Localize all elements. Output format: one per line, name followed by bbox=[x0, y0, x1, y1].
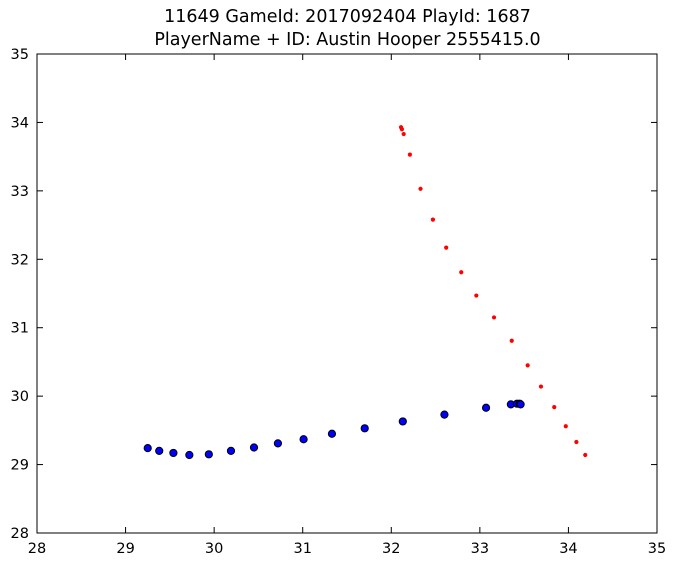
y-tick-label: 29 bbox=[11, 458, 29, 474]
data-point bbox=[273, 439, 283, 448]
data-point bbox=[399, 127, 405, 132]
data-point bbox=[155, 446, 164, 455]
data-point bbox=[398, 417, 407, 426]
data-point bbox=[525, 363, 530, 368]
axes-frame bbox=[36, 53, 658, 534]
data-point bbox=[430, 217, 436, 222]
data-point bbox=[563, 424, 568, 429]
y-tick-label: 33 bbox=[11, 184, 29, 200]
data-point bbox=[509, 338, 514, 343]
data-point bbox=[143, 444, 152, 453]
x-tick-label: 31 bbox=[293, 541, 311, 557]
data-point bbox=[418, 186, 423, 191]
series-0 bbox=[398, 125, 588, 458]
data-point bbox=[538, 384, 544, 389]
data-point bbox=[226, 446, 236, 455]
y-tick-label: 35 bbox=[11, 47, 29, 63]
y-tick-label: 31 bbox=[11, 321, 29, 337]
data-point bbox=[360, 424, 369, 433]
y-tick-label: 28 bbox=[11, 526, 29, 542]
data-point bbox=[459, 270, 464, 275]
data-point bbox=[249, 443, 259, 452]
data-point bbox=[583, 452, 588, 458]
data-point bbox=[516, 400, 525, 409]
axis-ticks bbox=[36, 53, 658, 534]
x-tick-label: 33 bbox=[471, 541, 489, 557]
x-tick-label: 32 bbox=[382, 541, 400, 557]
y-tick-label: 32 bbox=[11, 252, 29, 268]
data-point bbox=[327, 429, 337, 438]
x-tick-label: 35 bbox=[648, 541, 666, 557]
axis-tick-labels: 28 29 30 31 32 33 34 35 28 29 30 31 32 33 34 35 bbox=[11, 47, 667, 557]
data-point bbox=[299, 435, 308, 444]
data-point bbox=[491, 315, 497, 320]
series-1 bbox=[143, 399, 525, 460]
x-tick-label: 30 bbox=[205, 541, 223, 557]
data-point bbox=[407, 152, 412, 157]
data-point bbox=[444, 245, 449, 250]
y-tick-label: 30 bbox=[11, 389, 29, 405]
data-point bbox=[440, 410, 449, 419]
data-point bbox=[204, 450, 213, 459]
x-tick-label: 29 bbox=[116, 541, 134, 557]
data-point bbox=[481, 403, 491, 412]
data-point bbox=[401, 131, 406, 137]
data-marks bbox=[143, 125, 588, 460]
data-point bbox=[574, 439, 579, 445]
data-point bbox=[552, 404, 557, 410]
data-point bbox=[474, 293, 479, 298]
data-point bbox=[169, 448, 178, 458]
y-tick-label: 34 bbox=[11, 115, 29, 131]
chart-title-line-1: 11649 GameId: 2017092404 PlayId: 1687 bbox=[164, 7, 531, 27]
x-tick-label: 34 bbox=[559, 541, 577, 557]
data-point bbox=[185, 450, 194, 460]
x-tick-label: 28 bbox=[28, 541, 46, 557]
chart-title-line-2: PlayerName + ID: Austin Hooper 2555415.0 bbox=[154, 30, 541, 50]
